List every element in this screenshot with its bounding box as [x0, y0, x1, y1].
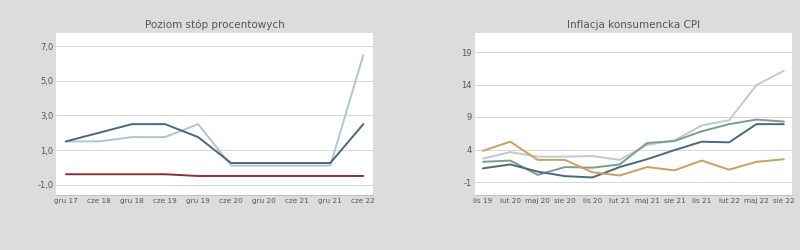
Chiny: [752, 160, 762, 163]
Polska: [293, 164, 302, 167]
Polska: [506, 150, 515, 154]
Strefa Euro: [293, 174, 302, 178]
Niemcy: [670, 149, 679, 152]
USA: [697, 130, 706, 133]
Niemcy: [560, 175, 570, 178]
Polska: [779, 69, 789, 72]
USA: [94, 131, 104, 134]
USA: [358, 122, 368, 126]
Chiny: [506, 140, 515, 143]
USA: [61, 140, 70, 143]
USA: [642, 142, 652, 144]
USA: [587, 166, 597, 169]
Polska: [226, 164, 236, 167]
USA: [506, 159, 515, 162]
Niemcy: [642, 158, 652, 161]
Polska: [61, 140, 70, 143]
Line: Strefa Euro: Strefa Euro: [66, 174, 363, 176]
Chiny: [670, 169, 679, 172]
Niemcy: [779, 123, 789, 126]
Strefa Euro: [226, 174, 236, 178]
USA: [478, 160, 488, 163]
Chiny: [642, 166, 652, 168]
Polska: [326, 164, 335, 167]
Strefa Euro: [358, 174, 368, 178]
USA: [670, 140, 679, 142]
USA: [259, 162, 269, 164]
Line: USA: USA: [66, 124, 363, 163]
Polska: [194, 122, 203, 126]
Chiny: [587, 171, 597, 174]
Niemcy: [587, 176, 597, 179]
Polska: [752, 84, 762, 87]
USA: [226, 162, 236, 164]
Polska: [533, 155, 542, 158]
Chiny: [478, 149, 488, 152]
Polska: [724, 119, 734, 122]
USA: [326, 162, 335, 164]
USA: [615, 163, 625, 166]
Niemcy: [724, 141, 734, 144]
Niemcy: [478, 167, 488, 170]
Polska: [615, 158, 625, 162]
USA: [560, 166, 570, 168]
Title: Poziom stóp procentowych: Poziom stóp procentowych: [145, 20, 285, 30]
Polska: [560, 155, 570, 158]
Chiny: [779, 158, 789, 161]
Line: Polska: Polska: [483, 71, 784, 160]
USA: [127, 122, 137, 126]
USA: [724, 123, 734, 126]
Line: Polska: Polska: [66, 55, 363, 166]
Strefa Euro: [61, 173, 70, 176]
Niemcy: [752, 123, 762, 126]
USA: [533, 173, 542, 176]
Chiny: [560, 158, 570, 162]
Strefa Euro: [127, 173, 137, 176]
Strefa Euro: [160, 173, 170, 176]
Line: Niemcy: Niemcy: [483, 124, 784, 178]
Strefa Euro: [94, 173, 104, 176]
Polska: [94, 140, 104, 143]
Line: Chiny: Chiny: [483, 142, 784, 176]
Niemcy: [615, 166, 625, 168]
Polska: [670, 139, 679, 142]
Polska: [358, 54, 368, 56]
Polska: [587, 154, 597, 158]
Niemcy: [506, 163, 515, 166]
Line: USA: USA: [483, 120, 784, 175]
Chiny: [697, 159, 706, 162]
Chiny: [724, 168, 734, 171]
Strefa Euro: [259, 174, 269, 178]
Polska: [478, 157, 488, 160]
USA: [752, 118, 762, 121]
Niemcy: [533, 170, 542, 173]
Niemcy: [697, 140, 706, 143]
USA: [160, 122, 170, 126]
Chiny: [533, 158, 542, 162]
Polska: [127, 136, 137, 138]
USA: [194, 136, 203, 138]
USA: [293, 162, 302, 164]
Strefa Euro: [326, 174, 335, 178]
Polska: [259, 164, 269, 167]
USA: [779, 120, 789, 123]
Strefa Euro: [194, 174, 203, 178]
Polska: [697, 124, 706, 127]
Chiny: [615, 174, 625, 177]
Polska: [642, 144, 652, 146]
Polska: [160, 136, 170, 138]
Title: Inflacja konsumencka CPI: Inflacja konsumencka CPI: [567, 20, 700, 30]
